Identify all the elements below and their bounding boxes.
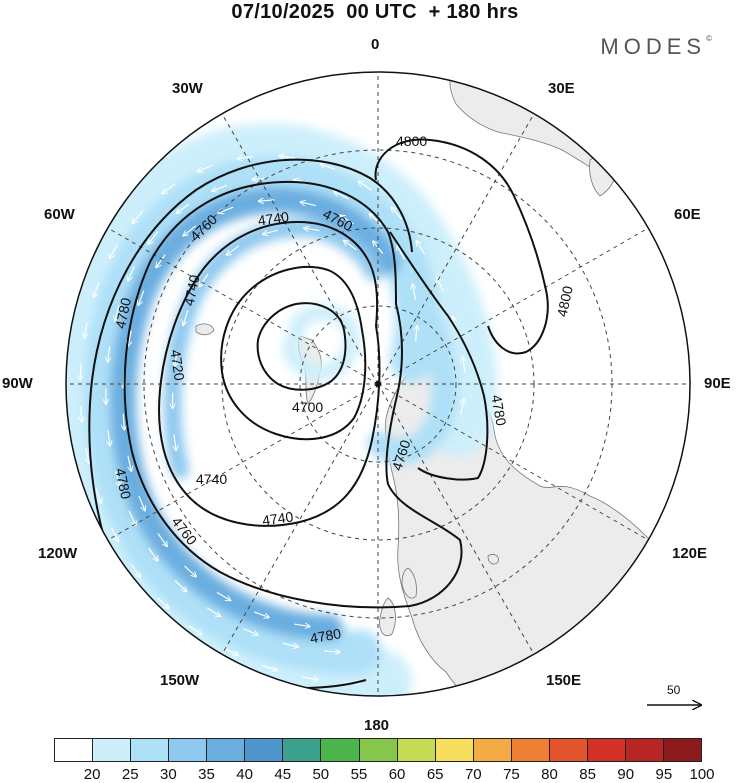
colorbar-swatch	[626, 739, 664, 761]
colorbar-tick-label: 90	[611, 766, 641, 783]
colorbar-tick-label: 25	[115, 766, 145, 783]
longitude-label: 0	[371, 36, 379, 53]
colorbar-swatch	[550, 739, 588, 761]
colorbar-swatch	[664, 739, 701, 761]
contour-label: 4740	[196, 471, 227, 487]
colorbar-tick-label: 35	[191, 766, 221, 783]
colorbar-swatch	[169, 739, 207, 761]
contour-label: 4700	[292, 399, 323, 415]
colorbar-tick-label: 70	[458, 766, 488, 783]
colorbar-tick-label: 45	[268, 766, 298, 783]
longitude-label: 90W	[2, 375, 33, 392]
longitude-label: 90E	[704, 375, 731, 392]
colorbar-tick-label: 100	[687, 766, 717, 783]
colorbar-tick-label: 50	[306, 766, 336, 783]
colorbar-swatch	[512, 739, 550, 761]
contour-label: 4800	[396, 133, 427, 149]
colorbar-swatch	[398, 739, 436, 761]
colorbar-tick-label: 60	[382, 766, 412, 783]
colorbar-swatch	[321, 739, 359, 761]
colorbar-tick-label: 85	[573, 766, 603, 783]
colorbar-swatch	[283, 739, 321, 761]
longitude-label: 30W	[172, 80, 203, 97]
arrow-right-icon	[645, 698, 705, 712]
longitude-label: 180	[364, 717, 389, 734]
longitude-label: 150E	[546, 672, 581, 689]
colorbar-tick-label: 65	[420, 766, 450, 783]
wind-speed-colorbar	[54, 738, 702, 762]
colorbar-swatch	[207, 739, 245, 761]
longitude-label: 120E	[672, 545, 707, 562]
longitude-label: 30E	[548, 80, 575, 97]
south-pole-marker	[375, 381, 381, 387]
reference-vector-label: 50	[667, 683, 680, 697]
colorbar-swatch	[245, 739, 283, 761]
longitude-label: 60W	[44, 206, 75, 223]
colorbar-swatch	[474, 739, 512, 761]
colorbar-swatch	[131, 739, 169, 761]
colorbar-tick-label: 55	[344, 766, 374, 783]
colorbar-tick-label: 40	[230, 766, 260, 783]
colorbar-swatch	[436, 739, 474, 761]
colorbar-swatch	[55, 739, 93, 761]
colorbar-tick-label: 75	[496, 766, 526, 783]
wind-vector	[80, 364, 81, 380]
longitude-label: 150W	[160, 672, 199, 689]
colorbar-tick-label: 80	[535, 766, 565, 783]
longitude-label: 60E	[674, 206, 701, 223]
colorbar-swatch	[93, 739, 131, 761]
colorbar-tick-label: 20	[77, 766, 107, 783]
colorbar-swatch	[588, 739, 626, 761]
colorbar-swatch	[360, 739, 398, 761]
longitude-label: 120W	[38, 545, 77, 562]
colorbar-tick-label: 95	[649, 766, 679, 783]
colorbar-tick-label: 30	[153, 766, 183, 783]
